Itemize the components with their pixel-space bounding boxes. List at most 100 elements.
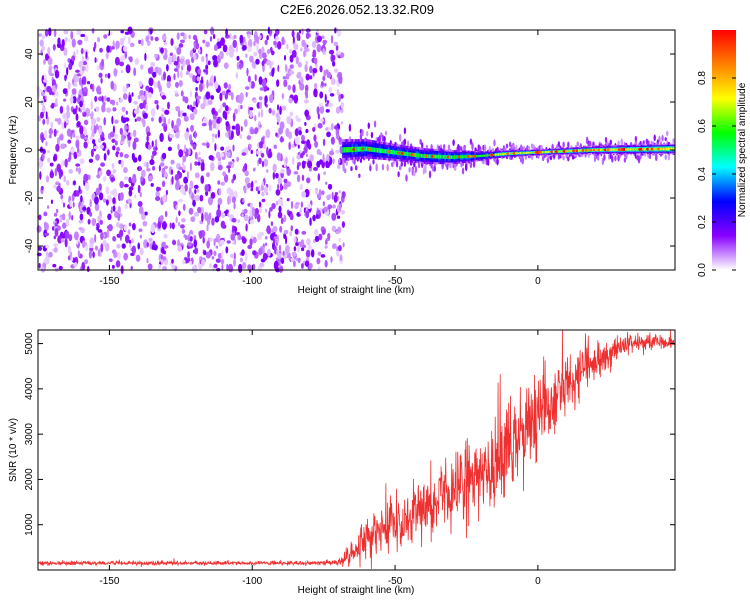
spectrogram-cell (419, 139, 422, 144)
spectrogram-cell (576, 141, 579, 146)
spectrogram-cell (315, 63, 318, 69)
spectrogram-cell (299, 207, 302, 215)
spectrogram-cell (258, 201, 262, 208)
spectrogram-cell (40, 185, 44, 191)
spectrogram-cell (444, 155, 448, 159)
spectrogram-cell (102, 101, 106, 107)
spectrogram-cell (191, 192, 194, 201)
spectrogram-cell (266, 59, 272, 66)
spectrogram-cell (283, 160, 287, 168)
spectrogram-cell (297, 71, 302, 78)
spectrogram-cell (158, 116, 162, 124)
spectrogram-cell (334, 191, 339, 196)
spectrogram-cell (152, 150, 157, 156)
spectrogram-cell (317, 122, 323, 129)
spectrogram-cell (316, 210, 321, 215)
spectrogram-cell (313, 88, 318, 98)
spectrogram-cell (214, 81, 219, 89)
spectrogram-cell (93, 126, 97, 134)
spectrogram-cell (38, 160, 42, 169)
spectrogram-cell (87, 218, 91, 225)
spectrogram-cell (198, 230, 203, 240)
spectrogram-cell (271, 50, 275, 56)
spectrogram-cell (319, 91, 324, 99)
spectrogram-cell (294, 128, 299, 137)
spectrogram-cell (332, 204, 336, 209)
spectrogram-cell (471, 142, 474, 151)
spectrogram-cell (192, 34, 198, 41)
spectrogram-cell (134, 58, 140, 65)
spectrogram-cell (149, 159, 155, 166)
spectrogram-cell (195, 42, 200, 50)
spectrogram-cell (97, 138, 102, 144)
spectrogram-cell (250, 149, 254, 154)
spectrogram-cell (100, 231, 104, 241)
spectrogram-cell (612, 148, 616, 151)
spectrogram-cell (59, 172, 62, 180)
spectrogram-cell (189, 90, 193, 98)
spectrogram-cell (119, 98, 123, 104)
spectrogram-cell (441, 154, 445, 159)
spectrogram-cell (217, 129, 221, 138)
spectrogram-cell (131, 92, 134, 97)
spectrogram-cell (413, 171, 416, 177)
spectrogram-cell (323, 69, 327, 77)
spectrogram-cell (59, 105, 64, 114)
spectrogram-cell (167, 101, 170, 110)
spectrogram-cell (324, 259, 328, 268)
spectrogram-cell (73, 180, 76, 186)
spectrogram-cell (88, 250, 93, 259)
spectrogram-cell (183, 33, 187, 40)
spectrogram-cell (59, 134, 64, 141)
spectrogram-cell (232, 241, 235, 245)
spectrogram-cell (120, 30, 125, 34)
spectrogram-cell (244, 170, 249, 177)
spectrogram-cell (76, 121, 81, 128)
spectrogram-cell (299, 29, 302, 34)
spectrogram-cell (176, 117, 182, 127)
spectrogram-cell (145, 35, 150, 43)
spectrogram-cell (375, 147, 379, 153)
spectrogram-cell (524, 152, 528, 154)
spectrogram-cell (207, 99, 213, 105)
spectrogram-cell (112, 188, 118, 198)
spectrogram-cell (480, 154, 484, 158)
spectrogram-cell (42, 118, 46, 125)
spectrogram-cell (209, 237, 213, 242)
spectrogram-cell (218, 187, 222, 196)
spectrogram-cell (162, 194, 167, 203)
spectrogram-cell (272, 171, 276, 180)
spectrogram-cell (254, 212, 258, 220)
spectrogram-cell (199, 194, 204, 202)
spectrogram-cell (236, 156, 239, 162)
spectrogram-cell (95, 106, 100, 112)
spectrogram-cell (127, 198, 132, 204)
spectrogram-cell (276, 115, 281, 123)
spectrogram-cell (83, 241, 87, 246)
spectrogram-cell (223, 62, 229, 69)
spectrogram-cell (185, 71, 190, 76)
spectrogram-cell (94, 57, 97, 63)
spectrogram-cell (405, 151, 408, 156)
spectrogram-cell (502, 153, 506, 155)
spectrogram-cell (180, 32, 185, 37)
spectrogram-cell (182, 203, 186, 211)
spectrogram-cell (333, 194, 338, 203)
spectrogram-cell (69, 96, 74, 104)
spectrogram-cell (269, 94, 274, 104)
spectrogram-cell (115, 221, 120, 228)
spectrogram-cell (53, 212, 58, 217)
spectrogram-cell (275, 132, 278, 137)
spectrogram-cell (213, 238, 219, 243)
spectrogram-cell (335, 230, 340, 235)
spectrogram-cell (438, 154, 441, 159)
spectrogram-cell (194, 172, 200, 179)
spectrogram-cell (464, 164, 468, 172)
spectrogram-cell (148, 144, 151, 151)
spectrogram-cell (291, 49, 297, 58)
spectrogram-cell (64, 238, 68, 248)
spectrogram-cell (406, 140, 410, 148)
spectrogram-cell (567, 156, 570, 162)
spectrogram-cell (90, 148, 94, 158)
spectrogram-cell (278, 244, 282, 252)
